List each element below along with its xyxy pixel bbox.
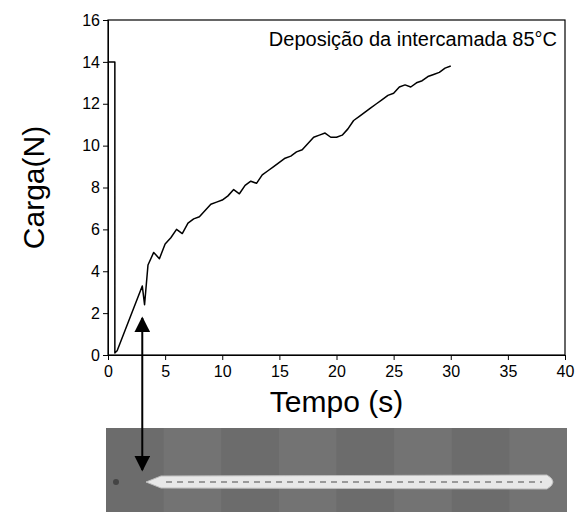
- y-tick: 8: [91, 179, 108, 196]
- photo-tile: [106, 428, 164, 512]
- y-tick-label: 2: [91, 305, 100, 322]
- marks: [108, 62, 451, 353]
- y-tick-label: 10: [82, 137, 100, 154]
- y-tick: 6: [91, 221, 108, 238]
- scratch-texture: [166, 481, 542, 483]
- x-axis-line: [109, 356, 566, 361]
- y-tick-mark: [103, 229, 108, 230]
- x-tick-mark: [394, 355, 395, 360]
- photo-tile: [452, 428, 510, 512]
- photo-tile: [279, 428, 337, 512]
- x-tick: 35: [499, 355, 517, 380]
- x-axis-title: Tempo (s): [270, 385, 403, 418]
- link-arrow: [141, 318, 143, 470]
- x-tick: 40: [557, 355, 575, 380]
- x-tick-mark: [279, 355, 280, 360]
- x-tick-label: 40: [557, 363, 575, 380]
- y-tick-mark: [103, 104, 108, 105]
- x-tick: 0: [104, 355, 113, 380]
- y-axis-title: Carga(N): [17, 126, 50, 249]
- x-tick-label: 20: [328, 363, 346, 380]
- x-tick-label: 15: [271, 363, 289, 380]
- x-tick-label: 0: [104, 363, 113, 380]
- x-tick-mark: [508, 355, 509, 360]
- y-tick-label: 12: [82, 95, 100, 112]
- x-tick-mark: [451, 355, 452, 360]
- x-tick-label: 35: [499, 363, 517, 380]
- x-axis: 0 5 10 15 20 25 30 35 40: [104, 355, 574, 380]
- y-tick-mark: [103, 188, 108, 189]
- y-tick: 2: [91, 305, 108, 322]
- y-tick-mark: [103, 271, 108, 272]
- y-tick-mark: [103, 20, 108, 21]
- x-tick-label: 5: [161, 363, 170, 380]
- y-tick: 14: [82, 53, 108, 70]
- x-tick: 20: [328, 355, 346, 380]
- y-tick: 0: [91, 347, 108, 364]
- y-axis: 0 2 4 6 8 10 12 14 16: [82, 12, 108, 364]
- photo-dot: [113, 479, 119, 485]
- y-tick-label: 0: [91, 347, 100, 364]
- x-tick-label: 25: [385, 363, 403, 380]
- photo-tile: [337, 428, 395, 512]
- x-tick-mark: [565, 355, 566, 360]
- x-tick-mark: [165, 355, 166, 360]
- y-tick-label: 8: [91, 179, 100, 196]
- y-tick-mark: [103, 355, 108, 356]
- y-tick-label: 14: [82, 53, 100, 70]
- photo-background: [106, 428, 567, 512]
- photo-tile: [164, 428, 222, 512]
- photo-tile: [221, 428, 279, 512]
- plot-frame: [108, 20, 565, 355]
- y-axis-line: [103, 21, 109, 356]
- photo-tile: [394, 428, 452, 512]
- x-tick: 25: [385, 355, 403, 380]
- x-tick: 15: [271, 355, 289, 380]
- x-tick-mark: [222, 355, 223, 360]
- x-tick: 30: [442, 355, 460, 380]
- y-tick: 4: [91, 263, 108, 280]
- y-tick-label: 6: [91, 221, 100, 238]
- y-tick-mark: [103, 313, 108, 314]
- x-tick: 5: [161, 355, 170, 380]
- scratch-track: [146, 475, 553, 489]
- plot: 0 5 10 15 20 25 30 35 40 0 2 4 6 8 10 12 14 16 Deposição d…: [82, 12, 574, 381]
- x-tick-mark: [337, 355, 338, 360]
- x-tick: 10: [214, 355, 232, 380]
- y-tick: 12: [82, 95, 108, 112]
- chart: 0 5 10 15 20 25 30 35 40 0 2 4 6 8 10 12 14 16 Deposição d…: [0, 0, 579, 517]
- photo-tile: [509, 428, 567, 512]
- y-tick-label: 16: [82, 12, 100, 29]
- x-tick-label: 10: [214, 363, 232, 380]
- specimen-photo: [106, 428, 567, 512]
- y-tick-mark: [103, 146, 108, 147]
- chart-title: Deposição da intercamada 85°C: [269, 28, 557, 50]
- y-tick-mark: [103, 62, 108, 63]
- y-tick: 10: [82, 137, 108, 154]
- x-tick-label: 30: [442, 363, 460, 380]
- y-tick: 16: [82, 12, 108, 29]
- load-line: [108, 62, 451, 353]
- y-tick-label: 4: [91, 263, 100, 280]
